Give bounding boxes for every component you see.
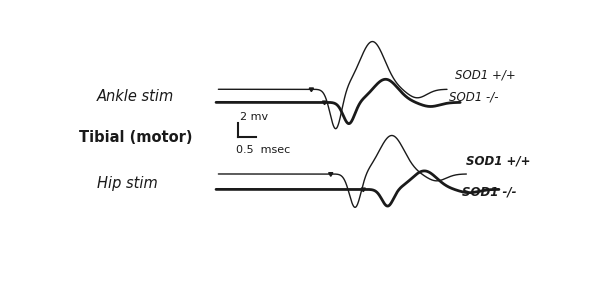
Polygon shape	[309, 88, 314, 92]
Polygon shape	[329, 173, 333, 176]
Text: 2 mv: 2 mv	[240, 113, 268, 122]
Text: Tibial (motor): Tibial (motor)	[79, 129, 193, 144]
Polygon shape	[322, 101, 326, 105]
Text: SOD1 -/-: SOD1 -/-	[463, 185, 517, 198]
Polygon shape	[361, 188, 365, 192]
Text: Ankle stim: Ankle stim	[97, 89, 174, 104]
Text: SOD1 -/-: SOD1 -/-	[449, 91, 499, 103]
Text: SOD1 +/+: SOD1 +/+	[466, 154, 531, 168]
Text: SOD1 +/+: SOD1 +/+	[455, 69, 515, 82]
Text: Hip stim: Hip stim	[97, 176, 157, 191]
Text: 0.5  msec: 0.5 msec	[236, 145, 290, 155]
